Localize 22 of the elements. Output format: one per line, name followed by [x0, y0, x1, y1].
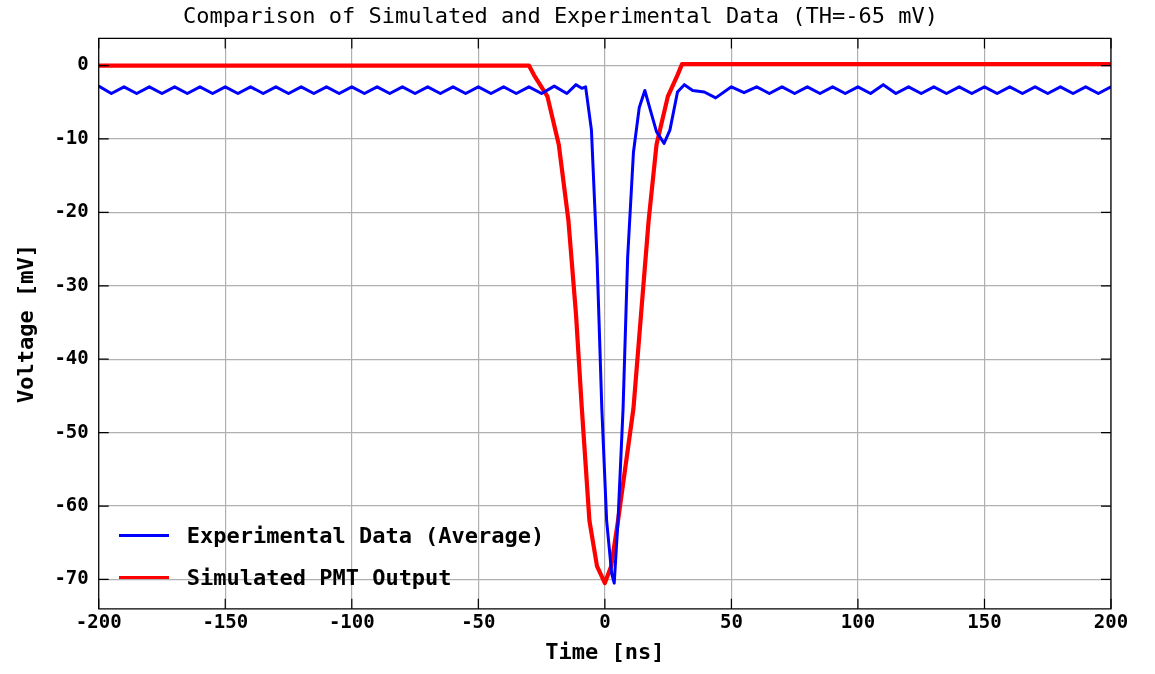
x-axis-title: Time [ns]	[545, 638, 665, 664]
y-tick-label: -60	[54, 492, 89, 515]
y-axis-title: Voltage [mV]	[12, 244, 38, 404]
x-tick-label: 200	[1093, 610, 1129, 633]
legend-label: Experimental Data (Average)	[186, 523, 545, 549]
y-tick-label: -10	[54, 125, 89, 148]
y-tick-label: -50	[54, 419, 89, 442]
x-tick-label: -150	[202, 610, 249, 633]
y-tick-label: -70	[54, 566, 89, 589]
y-tick-label: -40	[54, 346, 89, 369]
x-tick-label: 0	[599, 610, 611, 633]
x-tick-label: 100	[840, 610, 876, 633]
legend-label: Simulated PMT Output	[186, 565, 452, 591]
x-tick-label: -100	[328, 610, 375, 633]
x-tick-label: -50	[461, 610, 496, 633]
x-tick-label: 50	[719, 610, 743, 633]
y-tick-label: 0	[77, 52, 89, 75]
chart-title: Comparison of Simulated and Experimental Data (TH=-65 mV)	[183, 2, 938, 28]
x-tick-label: -200	[75, 610, 122, 633]
y-tick-label: -20	[54, 199, 89, 222]
y-tick-label: -30	[54, 272, 89, 295]
x-tick-label: 150	[967, 610, 1002, 633]
